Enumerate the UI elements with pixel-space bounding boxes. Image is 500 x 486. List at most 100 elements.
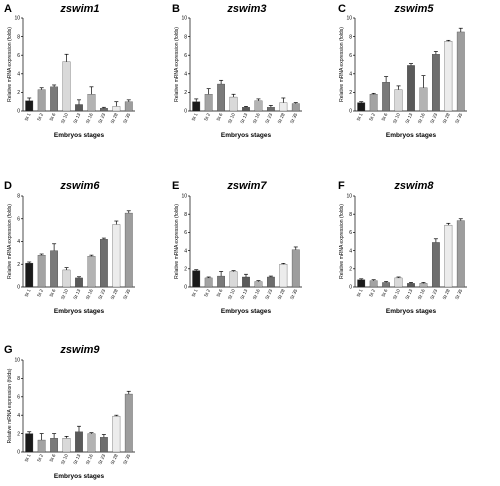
y-tick-label: 8 <box>349 34 352 40</box>
y-tick-label: 4 <box>349 248 352 254</box>
bar <box>229 271 238 288</box>
x-tick-label: St 1 <box>191 288 199 298</box>
bar <box>444 224 453 288</box>
bar <box>25 262 34 288</box>
y-tick-label: 6 <box>184 230 187 236</box>
bar <box>217 83 225 112</box>
x-tick-label: St 35 <box>289 112 298 124</box>
x-tick-label: St 28 <box>442 112 451 124</box>
x-tick-label: St 2 <box>368 288 376 298</box>
x-axis-label: Embryos stages <box>54 473 105 480</box>
x-tick-label: St 13 <box>239 112 248 124</box>
y-tick-label: 6 <box>349 53 352 59</box>
y-tick-label: 10 <box>181 194 187 200</box>
y-tick-label: 0 <box>17 285 20 291</box>
x-tick-label: St 10 <box>392 112 401 124</box>
x-tick-label: St 35 <box>122 453 131 465</box>
y-tick-label: 2 <box>349 90 352 96</box>
bar <box>444 41 453 112</box>
x-tick-label: St 23 <box>97 112 106 124</box>
x-axis-label: Embryos stages <box>221 308 272 315</box>
x-tick-label: St 28 <box>110 112 119 124</box>
bar <box>37 439 46 453</box>
bar <box>394 277 403 288</box>
x-tick-label: St 35 <box>122 112 131 124</box>
bar <box>192 101 201 112</box>
x-tick-label: St 28 <box>442 288 451 300</box>
x-tick-label: St 16 <box>417 112 426 124</box>
panel-title: zswim7 <box>226 180 267 192</box>
x-tick-label: St 28 <box>277 112 286 124</box>
x-tick-label: St 6 <box>49 453 57 463</box>
x-tick-label: St 10 <box>392 288 401 300</box>
bar <box>112 415 121 453</box>
y-tick-label: 6 <box>349 230 352 236</box>
y-tick-label: 10 <box>181 16 187 22</box>
x-tick-label: St 35 <box>289 288 298 300</box>
y-tick-label: 4 <box>17 239 20 245</box>
bar <box>204 277 213 288</box>
bar <box>369 280 378 288</box>
y-tick-label: 8 <box>17 194 20 200</box>
y-tick-label: 10 <box>14 16 20 22</box>
bar <box>291 249 300 288</box>
bar <box>407 283 415 288</box>
x-tick-label: St 2 <box>36 112 44 122</box>
bar <box>62 438 71 453</box>
x-axis-label: Embryos stages <box>54 132 105 139</box>
bar <box>62 269 71 288</box>
bar <box>432 242 440 288</box>
y-tick-label: 2 <box>184 267 187 273</box>
y-axis-label: Relative mRNA expression (folds) <box>7 368 13 443</box>
bar <box>267 276 275 288</box>
bar <box>357 279 366 288</box>
x-tick-label: St 23 <box>97 288 106 300</box>
panel-letter: F <box>338 180 345 192</box>
x-tick-label: St 1 <box>24 453 32 463</box>
bar <box>75 277 83 288</box>
x-tick-label: St 16 <box>85 112 94 124</box>
bar <box>87 256 96 288</box>
y-tick-label: 6 <box>17 53 20 59</box>
bar <box>279 264 288 288</box>
x-tick-label: St 2 <box>203 288 211 298</box>
x-tick-label: St 10 <box>60 453 69 465</box>
bar <box>112 224 121 288</box>
y-axis-label: Relative mRNA expression (folds) <box>7 204 13 279</box>
x-tick-label: St 13 <box>72 453 81 465</box>
x-tick-label: St 6 <box>381 112 389 122</box>
y-tick-label: 10 <box>346 16 352 22</box>
x-tick-label: St 13 <box>404 288 413 300</box>
bar <box>37 254 46 288</box>
bar <box>124 212 133 288</box>
x-tick-label: St 2 <box>36 288 44 298</box>
bar <box>432 54 440 112</box>
bar <box>279 102 288 112</box>
x-tick-label: St 2 <box>368 112 376 122</box>
bar <box>87 94 96 112</box>
x-tick-label: St 13 <box>404 112 413 124</box>
y-tick-label: 8 <box>184 212 187 218</box>
x-tick-label: St 28 <box>277 288 286 300</box>
x-tick-label: St 13 <box>239 288 248 300</box>
y-tick-label: 0 <box>17 109 20 115</box>
bar <box>419 87 428 112</box>
x-tick-label: St 13 <box>72 288 81 300</box>
y-tick-label: 0 <box>184 109 187 115</box>
panel-title: zswim6 <box>59 180 100 192</box>
x-axis-label: Embryos stages <box>221 132 272 139</box>
bar <box>50 86 58 112</box>
x-tick-label: St 16 <box>252 112 261 124</box>
y-axis-label: Relative mRNA expression (folds) <box>7 27 13 102</box>
y-tick-label: 2 <box>184 90 187 96</box>
bar <box>100 239 108 288</box>
panel-letter: A <box>4 3 12 15</box>
x-tick-label: St 2 <box>36 453 44 463</box>
y-tick-label: 10 <box>14 358 20 364</box>
bar <box>369 94 378 112</box>
y-tick-label: 4 <box>184 248 187 254</box>
bar <box>407 65 415 112</box>
